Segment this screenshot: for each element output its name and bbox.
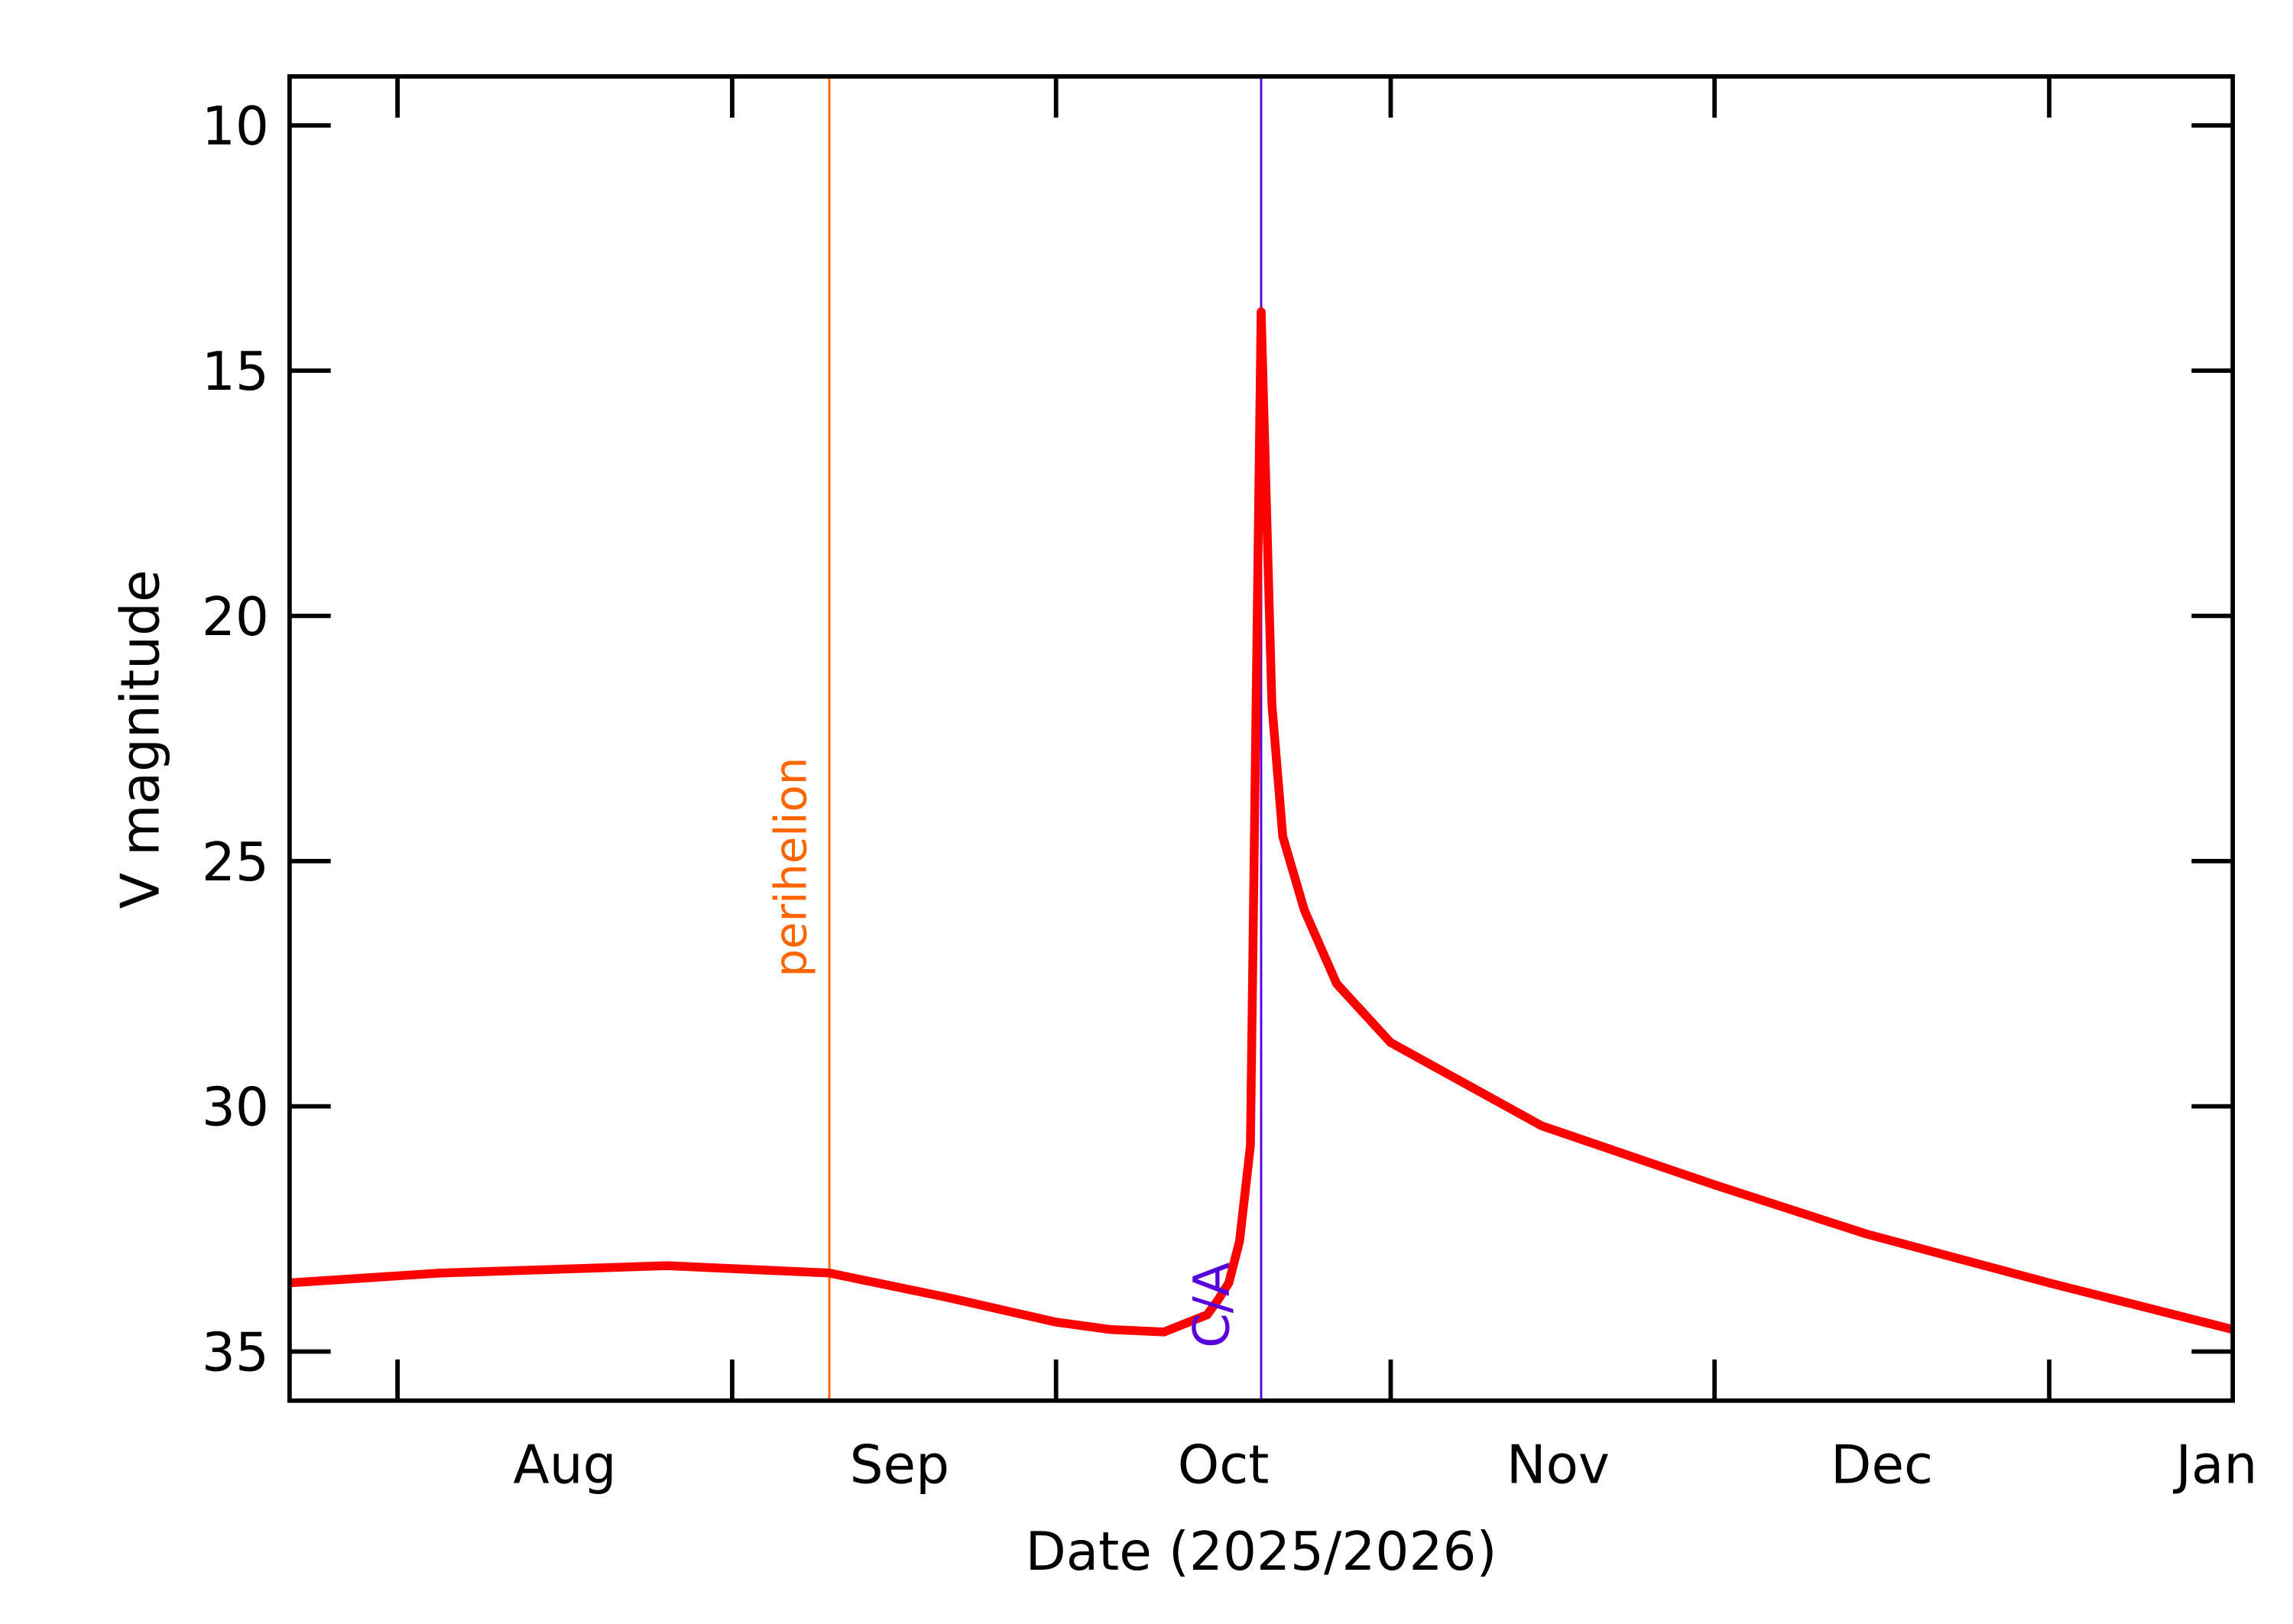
- x-tick-label: Aug: [513, 1434, 616, 1496]
- x-axis-title: Date (2025/2026): [1025, 1522, 1497, 1583]
- y-tick-label: 20: [202, 587, 269, 648]
- y-tick-label: 30: [202, 1078, 269, 1139]
- y-tick-label: 15: [202, 342, 269, 403]
- plot-frame: [287, 74, 2236, 1403]
- y-tick-label: 25: [202, 832, 269, 893]
- x-tick-label: Oct: [1178, 1434, 1270, 1496]
- x-tick-label: Nov: [1507, 1434, 1610, 1496]
- y-axis-title: V magnitude: [110, 569, 171, 909]
- perihelion-label: perihelion: [764, 757, 816, 977]
- light-curve: [289, 307, 2234, 1337]
- x-tick-label: Sep: [850, 1434, 949, 1496]
- x-tick-label: Jan: [2173, 1434, 2258, 1496]
- ca-label: C/A: [1183, 1262, 1241, 1348]
- y-tick-label: 10: [202, 96, 269, 157]
- y-tick-label: 35: [202, 1323, 269, 1384]
- x-tick-label: Dec: [1831, 1434, 1933, 1496]
